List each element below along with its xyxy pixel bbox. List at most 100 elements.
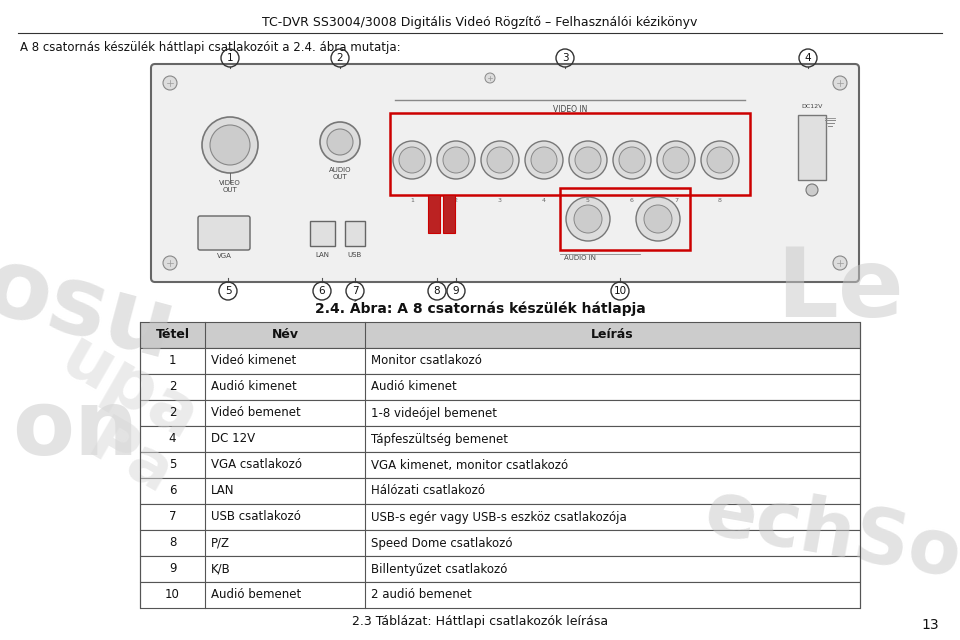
Circle shape (485, 73, 495, 83)
Circle shape (327, 129, 353, 155)
Text: osu: osu (0, 240, 185, 380)
Text: 6: 6 (319, 286, 325, 296)
Text: 2.4. Ábra: A 8 csatornás készülék hátlapja: 2.4. Ábra: A 8 csatornás készülék hátlap… (315, 300, 645, 316)
Text: 9: 9 (169, 563, 177, 575)
Circle shape (613, 141, 651, 179)
Bar (140, 530, 860, 556)
Text: DC12V: DC12V (802, 104, 823, 109)
Text: TC-DVR SS3004/3008 Digitális Videó Rögzítő – Felhasználói kézikönyv: TC-DVR SS3004/3008 Digitális Videó Rögzí… (262, 15, 698, 29)
Text: A 8 csatornás készülék háttlapi csatlakozóit a 2.4. ábra mutatja:: A 8 csatornás készülék háttlapi csatlako… (20, 42, 400, 54)
Circle shape (399, 147, 425, 173)
FancyBboxPatch shape (198, 216, 250, 250)
Bar (140, 348, 860, 374)
Bar (140, 426, 860, 452)
Bar (798, 115, 826, 180)
Circle shape (644, 205, 672, 233)
Text: VGA kimenet, monitor csatlakozó: VGA kimenet, monitor csatlakozó (371, 458, 568, 472)
Circle shape (619, 147, 645, 173)
Text: Audió bemenet: Audió bemenet (211, 589, 301, 602)
Text: K/B: K/B (211, 563, 230, 575)
Circle shape (443, 147, 469, 173)
Text: Monitor csatlakozó: Monitor csatlakozó (371, 355, 482, 367)
Text: Videó bemenet: Videó bemenet (211, 406, 300, 419)
Text: 3: 3 (562, 53, 568, 63)
Circle shape (210, 125, 250, 165)
Text: on: on (12, 386, 138, 474)
Circle shape (657, 141, 695, 179)
Bar (140, 556, 860, 582)
Circle shape (833, 76, 847, 90)
Text: 2: 2 (169, 406, 177, 419)
Bar (140, 504, 860, 530)
Text: 10: 10 (165, 589, 180, 602)
Text: 6: 6 (630, 198, 634, 202)
Text: Videó kimenet: Videó kimenet (211, 355, 297, 367)
Circle shape (481, 141, 519, 179)
Text: Leírás: Leírás (591, 328, 634, 342)
Bar (443, 195, 455, 233)
Text: OUT: OUT (223, 187, 237, 193)
Text: 13: 13 (922, 618, 939, 632)
Text: 7: 7 (169, 511, 177, 524)
Text: DC 12V: DC 12V (211, 433, 255, 445)
Text: 1: 1 (169, 355, 177, 367)
Text: 10: 10 (613, 286, 627, 296)
Text: Pa: Pa (78, 412, 182, 508)
Circle shape (487, 147, 513, 173)
Text: 8: 8 (718, 198, 722, 202)
Text: 8: 8 (434, 286, 441, 296)
Bar (140, 374, 860, 400)
Bar (140, 400, 860, 426)
Circle shape (531, 147, 557, 173)
Text: Le: Le (776, 243, 904, 337)
Text: 2: 2 (454, 198, 458, 202)
Text: Tétel: Tétel (156, 328, 189, 342)
Text: 1-8 videójel bemenet: 1-8 videójel bemenet (371, 406, 497, 419)
Circle shape (320, 122, 360, 162)
FancyBboxPatch shape (151, 64, 859, 282)
Text: AUDIO: AUDIO (328, 167, 351, 173)
Text: 3: 3 (498, 198, 502, 202)
Circle shape (566, 197, 610, 241)
Text: VIDEO: VIDEO (219, 180, 241, 186)
Circle shape (701, 141, 739, 179)
Text: VGA: VGA (217, 253, 231, 259)
Circle shape (163, 256, 177, 270)
Text: AUDIO IN: AUDIO IN (564, 255, 596, 261)
Text: 5: 5 (169, 458, 177, 472)
Text: 2: 2 (337, 53, 344, 63)
Bar (140, 478, 860, 504)
Text: LAN: LAN (211, 484, 234, 497)
Text: 4: 4 (169, 433, 177, 445)
Circle shape (525, 141, 563, 179)
Text: 2: 2 (169, 381, 177, 394)
Circle shape (393, 141, 431, 179)
Text: USB: USB (348, 252, 362, 258)
Text: 2.3 Táblázat: Háttlapi csatlakozók leírása: 2.3 Táblázat: Háttlapi csatlakozók leírá… (352, 616, 608, 628)
Text: VIDEO IN: VIDEO IN (553, 104, 588, 113)
Bar (140, 452, 860, 478)
Text: Billentyűzet csatlakozó: Billentyűzet csatlakozó (371, 563, 508, 575)
Text: Audió kimenet: Audió kimenet (211, 381, 297, 394)
Text: OUT: OUT (332, 174, 348, 180)
Circle shape (163, 76, 177, 90)
Text: USB-s egér vagy USB-s eszköz csatlakozója: USB-s egér vagy USB-s eszköz csatlakozój… (371, 511, 627, 524)
Circle shape (707, 147, 733, 173)
Circle shape (202, 117, 258, 173)
Circle shape (806, 184, 818, 196)
Text: 7: 7 (674, 198, 678, 202)
Text: 4: 4 (542, 198, 546, 202)
Bar (390, 113, 750, 195)
Text: Hálózati csatlakozó: Hálózati csatlakozó (371, 484, 485, 497)
Text: 1: 1 (227, 53, 233, 63)
Circle shape (663, 147, 689, 173)
Text: Tápfeszültség bemenet: Tápfeszültség bemenet (371, 433, 508, 445)
Text: 5: 5 (586, 198, 590, 202)
Circle shape (833, 256, 847, 270)
Text: Speed Dome csatlakozó: Speed Dome csatlakozó (371, 536, 513, 550)
Circle shape (569, 141, 607, 179)
Text: Audió kimenet: Audió kimenet (371, 381, 457, 394)
Text: echSon: echSon (699, 476, 960, 604)
Text: 2 audió bemenet: 2 audió bemenet (371, 589, 471, 602)
Text: LAN: LAN (316, 252, 329, 258)
